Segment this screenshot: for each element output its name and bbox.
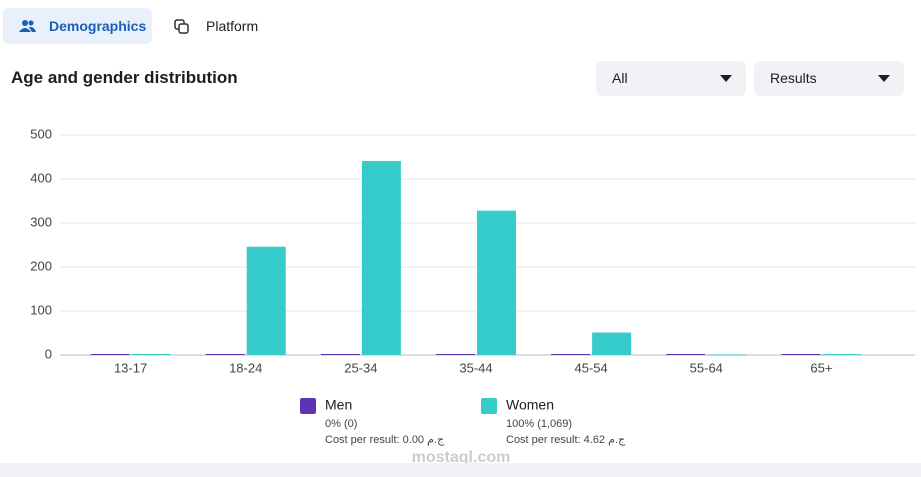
y-tick-label: 500 [30, 126, 52, 141]
icon [174, 19, 189, 34]
bar [320, 354, 360, 355]
y-tick-label: 200 [30, 258, 52, 273]
tab-platform[interactable]: Platform [160, 8, 280, 44]
bar [205, 354, 245, 355]
y-tick-label: 0 [45, 346, 52, 361]
bar [246, 246, 286, 355]
dropdown-label: All [612, 70, 628, 86]
y-tick-label: 100 [30, 302, 52, 317]
x-tick-label: 65+ [810, 360, 832, 375]
x-tick-label: 45-54 [575, 360, 608, 375]
tab-label: Platform [206, 18, 259, 34]
bar [436, 354, 475, 355]
bar [781, 354, 821, 355]
legend-cost: Cost per result: 0.00 ج.م [325, 434, 445, 446]
x-tick-label: 13-17 [114, 360, 147, 375]
dropdown[interactable]: All [596, 61, 746, 96]
tab-label: Demographics [49, 18, 147, 34]
bar [822, 354, 862, 356]
x-tick-label: 18-24 [229, 360, 262, 375]
dropdown-label: Results [770, 70, 817, 86]
bar [592, 332, 632, 355]
dropdown[interactable]: Results [754, 61, 904, 96]
bar [90, 354, 130, 355]
chart: 0 100 200 300 400 500 13-17 18-24 25-34 35-44 45-5… [30, 126, 915, 463]
x-tick-label: 35-44 [459, 360, 492, 375]
y-tick-label: 300 [30, 214, 52, 229]
bar [707, 354, 747, 356]
card: Demographics Platform Age and gender dis… [0, 0, 921, 463]
legend-label: Women [506, 397, 554, 413]
icon [19, 20, 36, 32]
watermark: mostaql.com [412, 449, 511, 463]
legend-swatch [481, 398, 497, 414]
legend-summary: 0% (0) [325, 418, 357, 430]
legend-cost: Cost per result: 4.62 ج.م [506, 434, 626, 446]
bar [361, 160, 401, 355]
bar [131, 354, 171, 355]
bar [477, 210, 516, 355]
y-tick-label: 400 [30, 170, 52, 185]
legend-swatch [300, 398, 316, 414]
chart-title: Age and gender distribution [11, 68, 238, 87]
x-tick-label: 55-64 [690, 360, 723, 375]
caret [878, 75, 890, 82]
legend-label: Men [325, 397, 352, 413]
caret [720, 75, 732, 82]
bar [551, 354, 591, 355]
tab-demographics[interactable]: Demographics [3, 8, 152, 44]
x-tick-label: 25-34 [344, 360, 377, 375]
legend-summary: 100% (1,069) [506, 418, 572, 430]
bar [666, 354, 706, 355]
